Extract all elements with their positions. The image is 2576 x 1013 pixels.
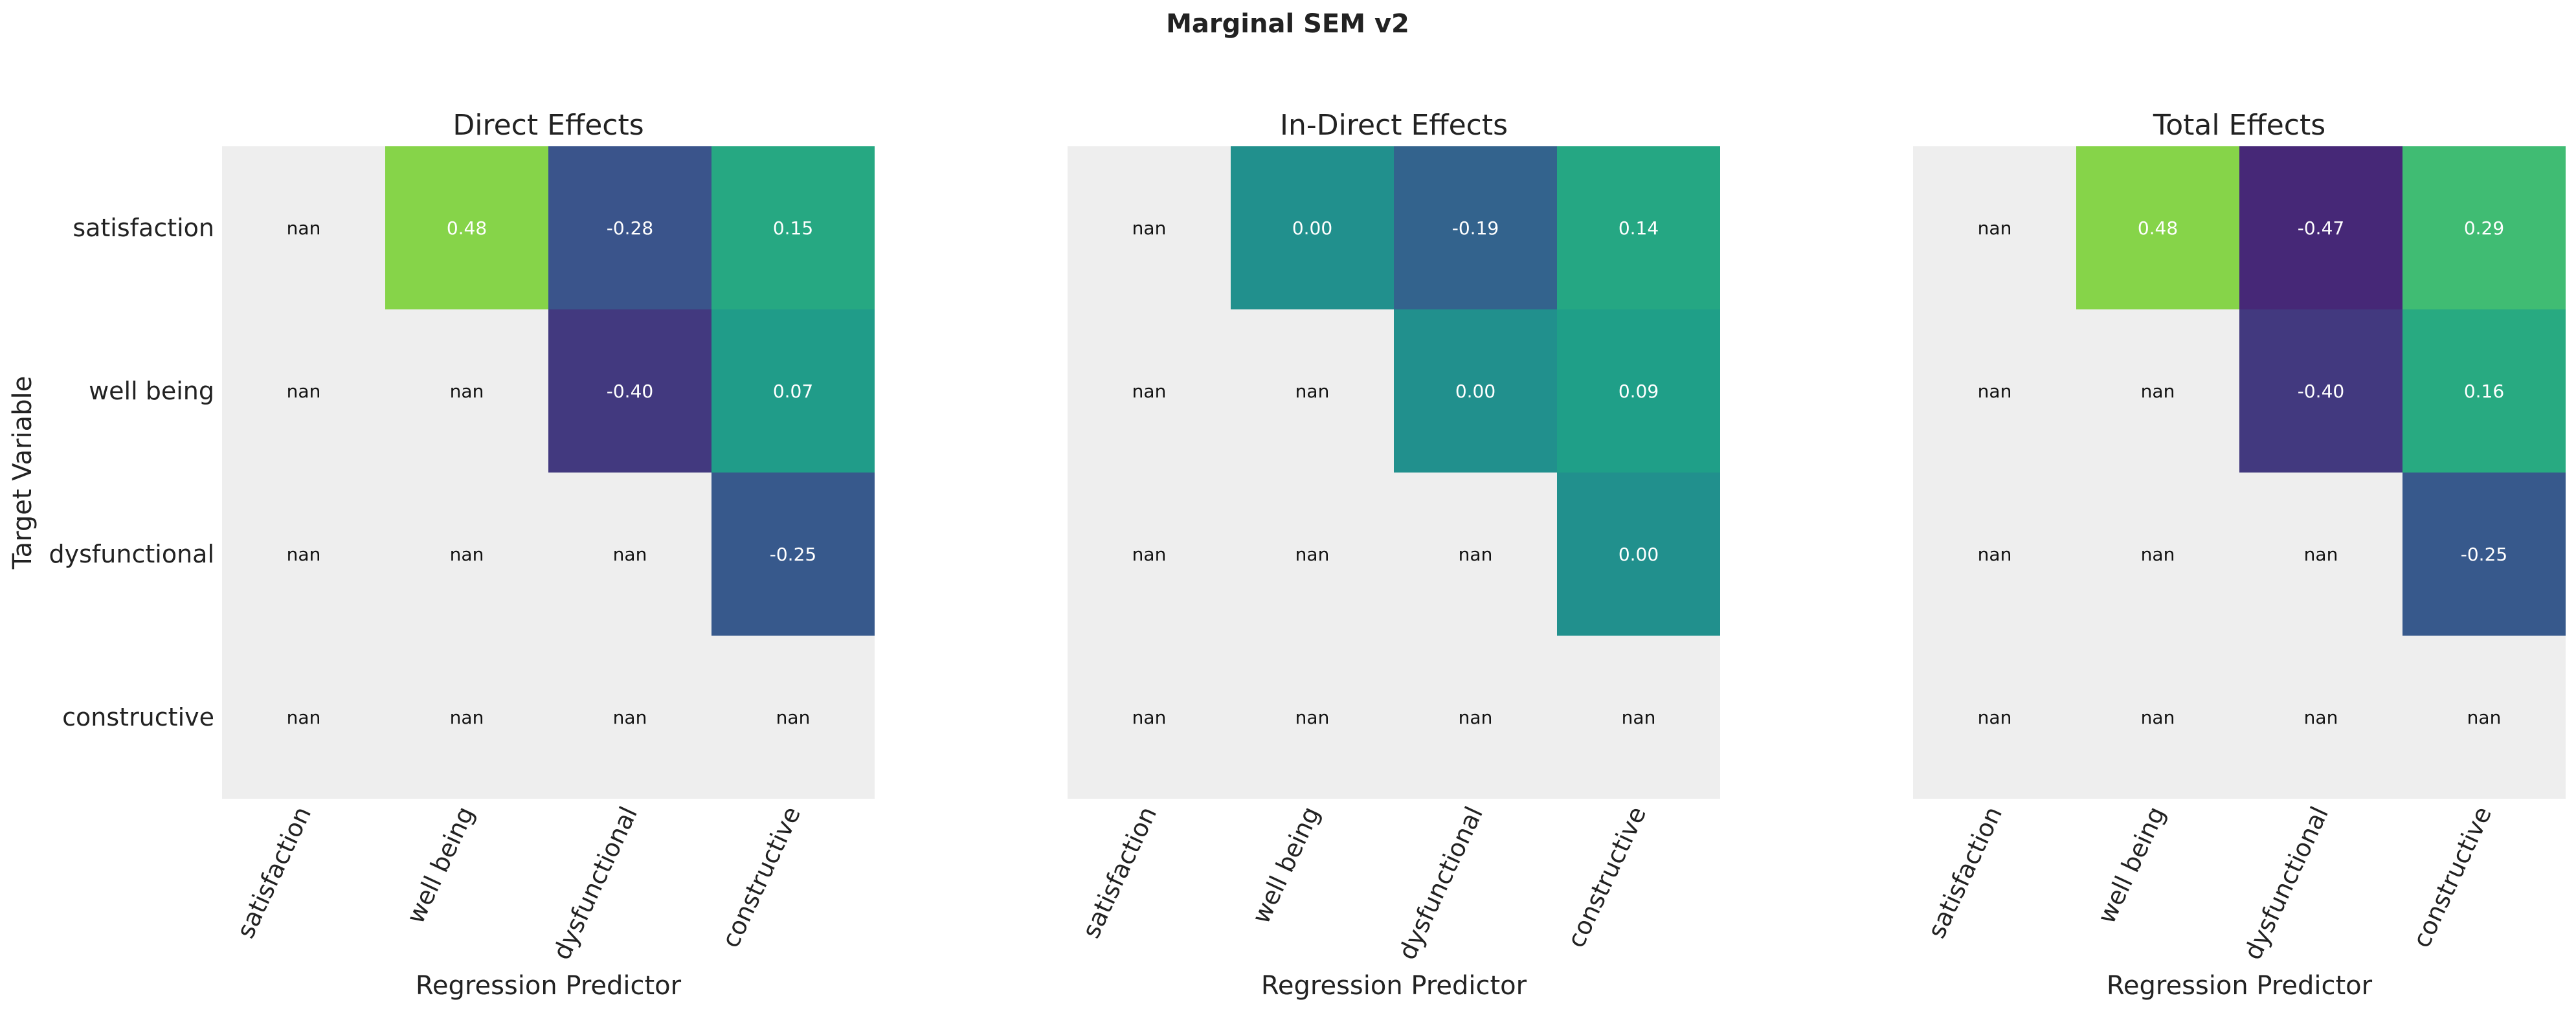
cell-value-label: nan <box>450 707 484 728</box>
cell-value-label: nan <box>1978 217 2012 239</box>
cell-value-label: nan <box>1295 707 1330 728</box>
cell-value-label: -0.28 <box>607 217 653 239</box>
y-tick-label: satisfaction <box>73 214 214 242</box>
heatmap-cell <box>1394 309 1557 473</box>
cell-value-label: -0.25 <box>770 544 816 565</box>
heatmap-cell <box>548 146 711 309</box>
cell-value-label: -0.19 <box>1452 217 1499 239</box>
x-tick-label: well being <box>1246 802 1325 928</box>
heatmap-cell <box>711 473 875 636</box>
heatmap-cell <box>1557 473 1720 636</box>
cell-value-label: nan <box>2141 381 2175 402</box>
heatmap-cell <box>2402 146 2566 309</box>
cell-value-label: nan <box>2141 544 2175 565</box>
heatmap-cell <box>1394 146 1557 309</box>
cell-value-label: 0.00 <box>1618 544 1659 565</box>
x-tick-label: dysfunctional <box>1393 802 1488 964</box>
x-tick-label: constructive <box>1562 802 1652 952</box>
x-tick-label: satisfaction <box>1922 802 2008 942</box>
heatmap-cell <box>1557 309 1720 473</box>
cell-value-label: 0.00 <box>1292 217 1332 239</box>
cell-value-label: 0.48 <box>447 217 487 239</box>
cell-value-label: nan <box>1132 381 1167 402</box>
cell-value-label: -0.25 <box>2461 544 2507 565</box>
cell-value-label: -0.47 <box>2298 217 2344 239</box>
cell-value-label: nan <box>287 707 321 728</box>
cell-value-label: 0.15 <box>773 217 813 239</box>
heatmap-cell <box>2076 146 2239 309</box>
heatmap-panels: Direct Effects nan 0.48 -0.28 0.15 nan nan -0.4… <box>8 109 2566 1001</box>
panel-title: Direct Effects <box>453 109 644 142</box>
cell-value-label: nan <box>1459 707 1493 728</box>
cell-value-label: nan <box>287 381 321 402</box>
x-tick-label: dysfunctional <box>547 802 643 964</box>
cell-value-label: nan <box>450 381 484 402</box>
cell-value-label: nan <box>613 544 647 565</box>
heatmap-cell <box>2402 473 2566 636</box>
cell-value-label: 0.09 <box>1618 381 1659 402</box>
y-tick-label: dysfunctional <box>49 540 214 568</box>
cell-value-label: nan <box>613 707 647 728</box>
figure-title: Marginal SEM v2 <box>1166 9 1409 39</box>
cell-value-label: 0.48 <box>2138 217 2178 239</box>
cell-value-label: nan <box>2467 707 2502 728</box>
y-axis-label: Target Variable <box>8 376 38 570</box>
cell-value-label: nan <box>1978 381 2012 402</box>
heatmap-panel: In-Direct Effects nan 0.00 -0.19 0.14 nan nan 0… <box>1068 109 1720 1001</box>
heatmap-panel: Direct Effects nan 0.48 -0.28 0.15 nan nan -0.4… <box>8 109 875 1001</box>
heatmap-cell <box>2402 309 2566 473</box>
heatmap-cell <box>711 309 875 473</box>
cell-value-label: nan <box>1978 544 2012 565</box>
cell-value-label: nan <box>1132 217 1167 239</box>
y-tick-label: constructive <box>62 703 214 731</box>
x-tick-label: satisfaction <box>231 802 317 942</box>
cell-value-label: nan <box>2141 707 2175 728</box>
cell-value-label: nan <box>1132 707 1167 728</box>
cell-value-label: nan <box>776 707 811 728</box>
x-tick-label: satisfaction <box>1077 802 1162 942</box>
cell-value-label: 0.00 <box>1455 381 1495 402</box>
cell-value-label: -0.40 <box>2298 381 2344 402</box>
cell-value-label: 0.14 <box>1618 217 1659 239</box>
cell-value-label: nan <box>1295 381 1330 402</box>
x-tick-label: constructive <box>2407 802 2497 952</box>
x-tick-label: dysfunctional <box>2238 802 2334 964</box>
heatmap-cell <box>2239 309 2402 473</box>
x-axis-label: Regression Predictor <box>2107 971 2373 1001</box>
heatmap-cell <box>2239 146 2402 309</box>
x-tick-label: constructive <box>716 802 806 952</box>
cell-value-label: nan <box>287 544 321 565</box>
cell-value-label: nan <box>1459 544 1493 565</box>
y-tick-label: well being <box>89 377 214 405</box>
cell-value-label: 0.07 <box>773 381 813 402</box>
cell-value-label: nan <box>1295 544 1330 565</box>
cell-value-label: 0.16 <box>2464 381 2504 402</box>
panel-title: Total Effects <box>2153 109 2325 142</box>
cell-value-label: nan <box>287 217 321 239</box>
x-tick-label: well being <box>401 802 480 928</box>
heatmap-cell <box>711 146 875 309</box>
cell-value-label: nan <box>1622 707 1656 728</box>
x-axis-label: Regression Predictor <box>1261 971 1527 1001</box>
cell-value-label: nan <box>1978 707 2012 728</box>
heatmap-panel: Total Effects nan 0.48 -0.47 0.29 nan nan -0.40… <box>1913 109 2566 1001</box>
heatmap-cell <box>1231 146 1394 309</box>
panel-title: In-Direct Effects <box>1280 109 1508 142</box>
cell-value-label: -0.40 <box>607 381 653 402</box>
cell-value-label: nan <box>1132 544 1167 565</box>
cell-value-label: nan <box>2304 544 2338 565</box>
x-tick-label: well being <box>2092 802 2171 928</box>
cell-value-label: nan <box>2304 707 2338 728</box>
heatmap-cell <box>548 309 711 473</box>
heatmap-cell <box>385 146 548 309</box>
cell-value-label: 0.29 <box>2464 217 2504 239</box>
x-axis-label: Regression Predictor <box>416 971 682 1001</box>
cell-value-label: nan <box>450 544 484 565</box>
heatmap-cell <box>1557 146 1720 309</box>
